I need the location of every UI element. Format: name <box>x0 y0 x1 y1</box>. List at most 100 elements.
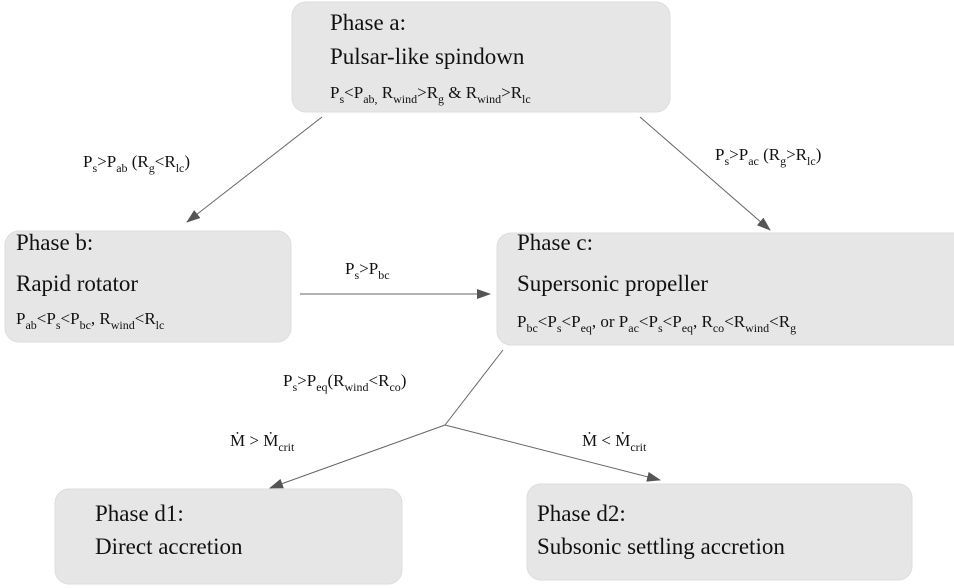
formula-subscript: g <box>149 161 155 175</box>
formula-text: >P <box>297 371 316 390</box>
formula-subscript: g <box>780 154 786 168</box>
node-title: Phase c: <box>517 230 593 255</box>
node-subtitle: Rapid rotator <box>16 271 138 296</box>
formula-subscript: g <box>790 321 796 335</box>
formula-text: <P <box>639 312 658 331</box>
formula-text: ) <box>816 145 822 164</box>
formula-text: ) <box>401 371 407 390</box>
formula-subscript: s <box>292 380 297 394</box>
node-box <box>526 483 913 581</box>
formula-subscript: wind <box>111 318 135 332</box>
formula-text: P <box>83 152 92 171</box>
formula-text: <R <box>724 312 746 331</box>
formula-subscript: ab, <box>363 92 377 106</box>
formula-text: <R <box>155 152 177 171</box>
formula-text: (R <box>128 152 150 171</box>
formula-subscript: lc <box>522 92 531 106</box>
node-title: Phase d2: <box>537 501 626 526</box>
formula-text: (R <box>328 371 346 390</box>
formula-text: P <box>345 259 354 278</box>
formula: Pab<Ps<Pbc, Rwind<Rlc <box>16 309 164 332</box>
formula-text: >R <box>501 83 523 102</box>
formula-subscript: s <box>354 268 359 282</box>
formula-text: <P <box>663 312 682 331</box>
formula-subscript: crit <box>278 440 295 454</box>
formula-text: <P <box>538 312 557 331</box>
formula: Ṁ < Ṁcrit <box>582 431 647 454</box>
formula-text: P <box>517 312 526 331</box>
formula-subscript: ac <box>748 154 759 168</box>
formula-text: >R <box>786 145 808 164</box>
formula-subscript: s <box>724 154 729 168</box>
formula-subscript: wind <box>393 92 417 106</box>
formula: Ps>Pbc <box>345 259 390 282</box>
formula-text: <P <box>562 312 581 331</box>
formula-text: >P <box>729 145 748 164</box>
formula-subscript: lc <box>176 161 185 175</box>
node-box <box>54 488 403 585</box>
node-subtitle: Pulsar-like spindown <box>330 44 525 69</box>
arrow <box>444 424 661 482</box>
formula-subscript: eq <box>682 321 693 335</box>
formula-text: P <box>283 371 292 390</box>
formula-text: , R <box>91 309 112 328</box>
formula-subscript: eq <box>581 321 592 335</box>
formula-subscript: co <box>389 380 400 394</box>
node-subtitle: Subsonic settling accretion <box>537 534 785 559</box>
formula-subscript: lc <box>156 318 165 332</box>
formula-text: >R <box>417 83 439 102</box>
formula-subscript: lc <box>807 154 816 168</box>
formula-subscript: crit <box>630 440 647 454</box>
formula: Ps>Peq(Rwind<Rco) <box>283 371 406 394</box>
formula-subscript: s <box>56 318 61 332</box>
formula-text: <R <box>369 371 391 390</box>
formula-text: <R <box>135 309 157 328</box>
formula: Ṁ > Ṁcrit <box>230 431 295 454</box>
formula-subscript: wind <box>345 380 369 394</box>
formula-text: P <box>715 145 724 164</box>
formula: Pbc<Ps<Peq, or Pac<Ps<Peq, Rco<Rwind<Rg <box>517 312 796 335</box>
formula-subscript: ac <box>628 321 639 335</box>
formula-subscript: wind <box>477 92 501 106</box>
arrow <box>186 116 323 223</box>
formula-text: , R <box>693 312 714 331</box>
formula-text: R <box>378 83 394 102</box>
formula-subscript: bc <box>80 318 91 332</box>
formula-text: >P <box>97 152 116 171</box>
formula-subscript: s <box>557 321 562 335</box>
node-box <box>291 1 671 113</box>
formula-text: & R <box>444 83 478 102</box>
node-title: Phase b: <box>16 230 93 255</box>
formula-subscript: s <box>339 92 344 106</box>
node-title: Phase a: <box>330 10 406 35</box>
node-subtitle: Supersonic propeller <box>517 271 708 296</box>
formula-subscript: ab <box>25 318 36 332</box>
formula-text: P <box>16 309 25 328</box>
formula-text: >P <box>359 259 378 278</box>
formula-text: <P <box>344 83 363 102</box>
formula-text: <P <box>61 309 80 328</box>
formula-subscript: eq <box>316 380 327 394</box>
arrow <box>444 349 504 426</box>
formula-subscript: g <box>438 92 444 106</box>
formula: Ps>Pab (Rg<Rlc) <box>83 152 190 175</box>
formula-text: Ṁ > Ṁ <box>230 431 278 450</box>
formula: Ps>Pac (Rg>Rlc) <box>715 145 821 168</box>
formula-text: (R <box>759 145 781 164</box>
node-title: Phase d1: <box>95 501 184 526</box>
node-box <box>496 232 954 346</box>
arrow <box>269 424 446 489</box>
formula-text: P <box>330 83 339 102</box>
node-box <box>4 230 292 343</box>
formula-subscript: s <box>92 161 97 175</box>
formula-text: <P <box>37 309 56 328</box>
node-subtitle: Direct accretion <box>95 534 243 559</box>
formula-subscript: bc <box>526 321 537 335</box>
formula: Ps<Pab, Rwind>Rg & Rwind>Rlc <box>330 83 531 106</box>
formula-subscript: co <box>713 321 724 335</box>
formula-text: Ṁ < Ṁ <box>582 431 630 450</box>
formula-text: , or P <box>592 312 628 331</box>
formula-text: ) <box>184 152 190 171</box>
formula-subscript: s <box>658 321 663 335</box>
